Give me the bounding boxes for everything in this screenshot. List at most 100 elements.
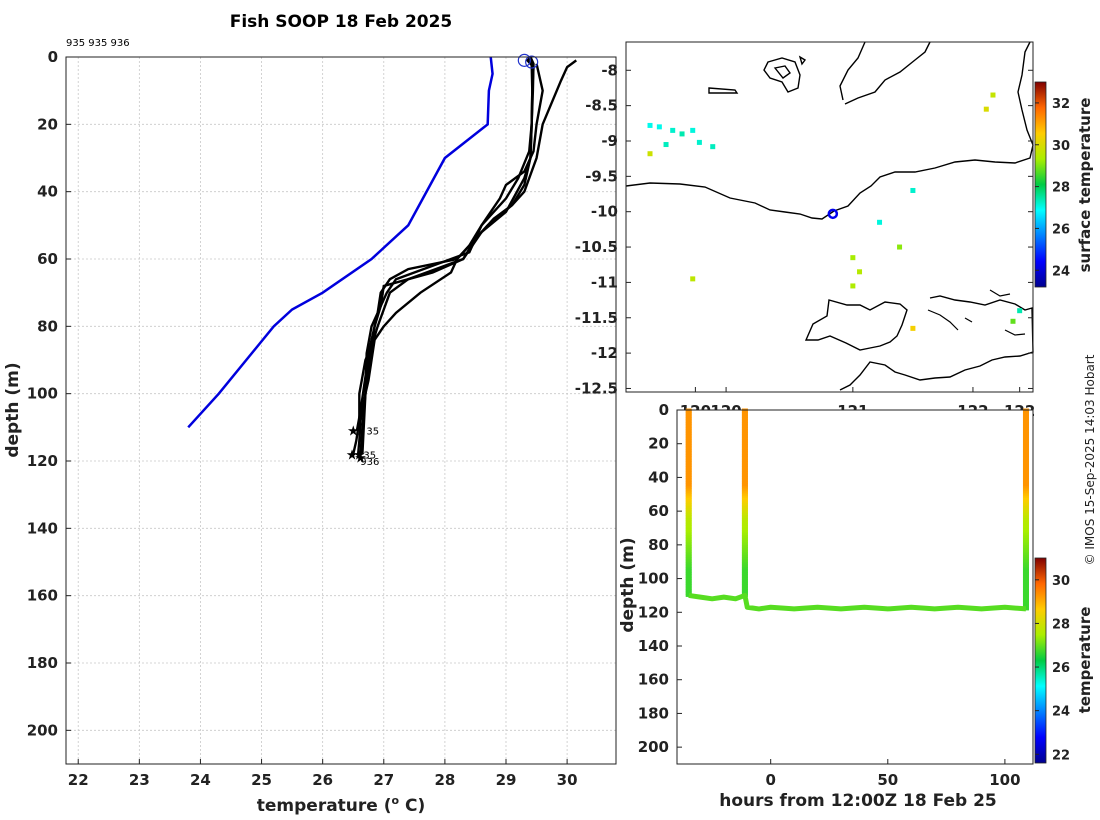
drop-sample bbox=[741, 480, 748, 484]
time-depth-ytick-label: 40 bbox=[648, 468, 669, 486]
drop-sample bbox=[685, 443, 692, 447]
drop-sample bbox=[1022, 464, 1029, 468]
surface-temperature-point bbox=[910, 325, 916, 331]
drop-sample bbox=[685, 501, 692, 505]
climatology-line bbox=[187, 56, 494, 429]
drop-sample bbox=[1022, 538, 1029, 542]
drop-sample bbox=[685, 506, 692, 510]
time-depth-panel: 0 20 40 60 80 100 120 140 160 180 200 0 50 100 hours … bbox=[618, 401, 1094, 811]
map-colorbar-tick-label: 26 bbox=[1052, 222, 1070, 237]
map-colorbar-label: surface temperature bbox=[1076, 98, 1094, 273]
drop-sample bbox=[741, 492, 748, 496]
drop-sample bbox=[741, 577, 748, 581]
drop-sample bbox=[1022, 438, 1029, 442]
drop-sample bbox=[685, 533, 692, 537]
drop-sample bbox=[1022, 432, 1029, 436]
drop-sample bbox=[741, 491, 748, 495]
coastline-islet-2 bbox=[708, 55, 807, 94]
drop-sample bbox=[685, 551, 692, 555]
drop-sample bbox=[685, 480, 692, 484]
time-depth-ticks: 0 20 40 60 80 100 120 140 160 180 200 0 50 100 bbox=[638, 401, 1021, 789]
surface-temperature-point bbox=[1010, 318, 1016, 324]
drop-sample bbox=[741, 410, 748, 414]
drop-sample bbox=[1022, 575, 1029, 579]
drop-sample bbox=[1022, 531, 1029, 535]
drop-sample bbox=[1022, 445, 1029, 449]
drop-sample bbox=[685, 432, 692, 436]
coastline-islet-1 bbox=[763, 57, 801, 93]
drop-sample bbox=[1022, 418, 1029, 422]
drop-sample bbox=[1022, 487, 1029, 491]
time-depth-colorbar-ticks: 22 24 26 28 30 bbox=[1035, 574, 1070, 763]
drop-sample bbox=[741, 501, 748, 505]
drop-sample bbox=[741, 457, 748, 461]
drop-sample bbox=[685, 575, 692, 579]
drop-sample bbox=[1022, 580, 1029, 584]
drop-sample bbox=[685, 536, 692, 540]
drop-sample bbox=[685, 489, 692, 493]
profile-end-marker: ★ bbox=[354, 451, 367, 467]
drop-sample bbox=[685, 587, 692, 591]
coastline-sumba bbox=[804, 299, 908, 351]
drop-sample bbox=[685, 430, 692, 434]
drop-sample bbox=[741, 585, 748, 589]
drop-sample bbox=[685, 462, 692, 466]
drop-sample bbox=[1022, 452, 1029, 456]
drop-sample bbox=[685, 592, 692, 596]
surface-temperature-point bbox=[857, 269, 863, 275]
drop-sample bbox=[685, 558, 692, 562]
profile-end-marker: ★ bbox=[347, 424, 360, 440]
drop-sample bbox=[685, 470, 692, 474]
drop-sample bbox=[741, 566, 748, 570]
drop-sample bbox=[1022, 470, 1029, 474]
drop-sample bbox=[741, 538, 748, 542]
drop-sample bbox=[1022, 421, 1029, 425]
drop-sample bbox=[741, 521, 748, 525]
temperature-profile-line bbox=[359, 59, 577, 455]
drop-sample bbox=[741, 475, 748, 479]
drop-sample bbox=[685, 538, 692, 542]
drop-sample bbox=[1022, 455, 1029, 459]
drop-sample bbox=[685, 583, 692, 587]
map-ytick-label: -12 bbox=[591, 344, 618, 362]
time-depth-ytick-label: 100 bbox=[638, 570, 669, 588]
drop-sample bbox=[685, 497, 692, 501]
drop-sample bbox=[741, 529, 748, 533]
drop-sample bbox=[685, 570, 692, 574]
drop-sample bbox=[741, 494, 748, 498]
drop-sample bbox=[685, 482, 692, 486]
drop-sample bbox=[741, 428, 748, 432]
drop-sample bbox=[685, 518, 692, 522]
coastline-flores bbox=[625, 41, 1034, 220]
profile-xlabel-superscript: o bbox=[392, 794, 400, 807]
drop-sample bbox=[741, 528, 748, 532]
drop-sample bbox=[741, 553, 748, 557]
drop-sample bbox=[685, 425, 692, 429]
map-colorbar-tick-label: 24 bbox=[1052, 264, 1070, 279]
drop-sample bbox=[1022, 513, 1029, 517]
map-ytick-label: -11 bbox=[591, 273, 618, 291]
coastline-north-island bbox=[839, 41, 931, 105]
drop-sample bbox=[685, 477, 692, 481]
drop-sample bbox=[741, 511, 748, 515]
drop-sample bbox=[741, 513, 748, 517]
drop-sample bbox=[741, 519, 748, 523]
profile-grid bbox=[66, 56, 616, 764]
profile-ytick-label: 100 bbox=[27, 385, 58, 403]
map-ytick-label: -8 bbox=[601, 61, 618, 79]
drop-sample bbox=[741, 587, 748, 591]
drop-sample bbox=[741, 523, 748, 527]
time-depth-xtick-label: 50 bbox=[877, 771, 898, 789]
drop-sample bbox=[741, 459, 748, 463]
drop-sample bbox=[685, 464, 692, 468]
drop-sample bbox=[741, 437, 748, 441]
drop-sample bbox=[741, 411, 748, 415]
drop-sample bbox=[1022, 597, 1029, 601]
surface-temperature-point bbox=[877, 219, 883, 225]
drop-sample bbox=[1022, 588, 1029, 592]
drop-sample bbox=[741, 448, 748, 452]
drop-sample bbox=[741, 578, 748, 582]
drop-sample bbox=[741, 499, 748, 503]
